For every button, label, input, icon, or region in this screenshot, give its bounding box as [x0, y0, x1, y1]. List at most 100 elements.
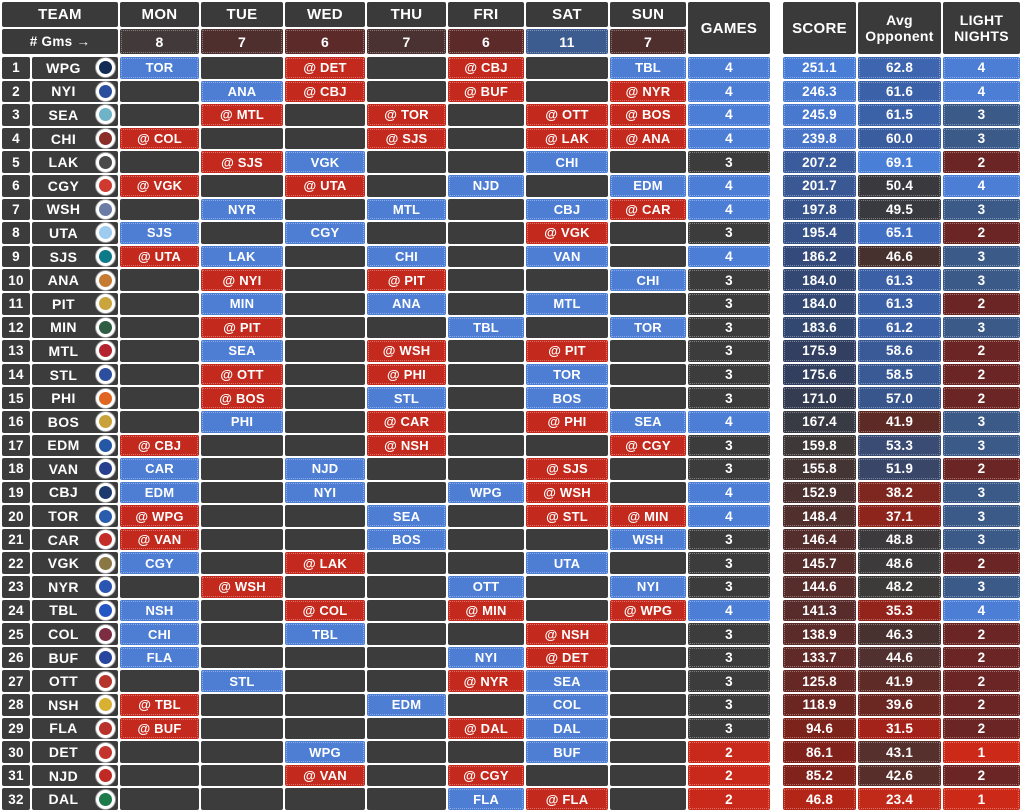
rank-cell: 32 — [2, 788, 30, 810]
schedule-cell: NYI — [610, 576, 686, 598]
schedule-cell — [526, 528, 608, 551]
team-abbr: MIN — [50, 319, 77, 336]
rank-cell: 21 — [2, 528, 30, 551]
schedule-cell — [285, 340, 365, 362]
schedule-cell — [285, 505, 365, 527]
schedule-cell — [526, 269, 608, 291]
team-row: 12 MIN @ PIT TBL TOR 3 183.6 61.2 3 — [2, 316, 1022, 339]
avg-opponent-cell: 62.8 — [858, 57, 941, 79]
light-nights-cell: 2 — [943, 363, 1020, 386]
schedule-cell: OTT — [448, 576, 524, 598]
team-row: 3 SEA @ MTL @ TOR @ OTT @ BOS 4 245.9 61.5 3 — [2, 104, 1022, 126]
light-nights-cell: 4 — [943, 57, 1020, 79]
schedule-cell: @ SJS — [201, 151, 283, 173]
column-divider — [772, 175, 781, 197]
team-cell: MTL — [32, 340, 118, 362]
schedule-cell: @ PIT — [201, 316, 283, 339]
schedule-cell: @ OTT — [526, 104, 608, 126]
score-cell: 171.0 — [783, 387, 856, 409]
schedule-cell: @ ANA — [610, 127, 686, 150]
schedule-cell — [201, 127, 283, 150]
rank-cell: 13 — [2, 340, 30, 362]
team-row: 23 NYR @ WSH OTT NYI 3 144.6 48.2 3 — [2, 576, 1022, 598]
column-divider — [772, 623, 781, 645]
schedule-cell — [367, 670, 446, 693]
schedule-cell — [610, 340, 686, 362]
avg-opponent-cell: 49.5 — [858, 198, 941, 221]
team-logo-icon — [95, 576, 116, 598]
schedule-cell — [367, 788, 446, 810]
team-row: 15 PHI @ BOS STL BOS 3 171.0 57.0 2 — [2, 387, 1022, 409]
light-nights-cell: 2 — [943, 717, 1020, 740]
light-nights-cell: 2 — [943, 646, 1020, 669]
schedule-cell — [448, 434, 524, 457]
team-cell: CBJ — [32, 481, 118, 504]
games-cell: 2 — [688, 764, 770, 787]
rank-cell: 12 — [2, 316, 30, 339]
rank-cell: 27 — [2, 670, 30, 693]
schedule-cell — [285, 363, 365, 386]
avg-opponent-cell: 44.6 — [858, 646, 941, 669]
games-cell: 3 — [688, 363, 770, 386]
team-logo-icon — [95, 411, 116, 433]
schedule-cell — [448, 222, 524, 244]
gms-count-sun: 7 — [610, 29, 686, 54]
avg-opponent-cell: 61.6 — [858, 80, 941, 103]
column-divider — [772, 458, 781, 480]
schedule-cell — [448, 410, 524, 433]
team-row: 11 PIT MIN ANA MTL 3 184.0 61.3 2 — [2, 292, 1022, 315]
schedule-cell — [285, 104, 365, 126]
schedule-cell: CHI — [367, 245, 446, 268]
team-cell: BUF — [32, 646, 118, 669]
rank-cell: 18 — [2, 458, 30, 480]
schedule-cell: @ BOS — [201, 387, 283, 409]
team-abbr: PIT — [52, 295, 75, 312]
day-header-wed: WED — [285, 2, 365, 27]
avg-opponent-cell: 48.6 — [858, 552, 941, 575]
team-row: 14 STL @ OTT @ PHI TOR 3 175.6 58.5 2 — [2, 363, 1022, 386]
schedule-cell — [285, 528, 365, 551]
light-nights-cell: 2 — [943, 151, 1020, 173]
column-divider — [772, 552, 781, 574]
avg-opponent-cell: 48.8 — [858, 528, 941, 551]
schedule-cell: MTL — [367, 198, 446, 221]
schedule-cell — [526, 316, 608, 339]
schedule-cell: @ COL — [285, 599, 365, 622]
schedule-cell — [120, 80, 199, 103]
team-row: 19 CBJ EDM NYI WPG @ WSH 4 152.9 38.2 3 — [2, 481, 1022, 504]
light-nights-cell: 3 — [943, 481, 1020, 504]
team-logo-icon — [95, 788, 116, 810]
schedule-cell — [201, 599, 283, 622]
light-nights-cell: 2 — [943, 552, 1020, 575]
day-header-thu: THU — [367, 2, 446, 27]
score-cell: 94.6 — [783, 717, 856, 740]
schedule-cell — [120, 363, 199, 386]
schedule-cell — [285, 245, 365, 268]
schedule-cell — [367, 481, 446, 504]
schedule-cell — [367, 576, 446, 598]
schedule-cell: @ NYR — [610, 80, 686, 103]
team-cell: CHI — [32, 127, 118, 150]
rank-cell: 22 — [2, 552, 30, 575]
schedule-cell: EDM — [367, 694, 446, 716]
games-cell: 3 — [688, 623, 770, 645]
schedule-cell: TBL — [610, 57, 686, 79]
games-cell: 3 — [688, 458, 770, 480]
schedule-cell — [610, 552, 686, 575]
score-cell: 118.9 — [783, 694, 856, 716]
schedule-cell: @ CAR — [367, 410, 446, 433]
games-cell: 3 — [688, 269, 770, 291]
team-cell: WSH — [32, 198, 118, 221]
light-nights-cell: 3 — [943, 576, 1020, 598]
avg-opponent-cell: 31.5 — [858, 717, 941, 740]
schedule-cell — [120, 151, 199, 173]
column-divider — [772, 2, 781, 54]
games-cell: 3 — [688, 151, 770, 173]
avg-opponent-cell: 37.1 — [858, 505, 941, 527]
schedule-cell — [201, 481, 283, 504]
light-nights-cell: 3 — [943, 245, 1020, 268]
schedule-cell: @ WPG — [610, 599, 686, 622]
team-logo-icon — [95, 481, 116, 503]
score-cell: 184.0 — [783, 292, 856, 315]
avg-opponent-cell: 42.6 — [858, 764, 941, 787]
